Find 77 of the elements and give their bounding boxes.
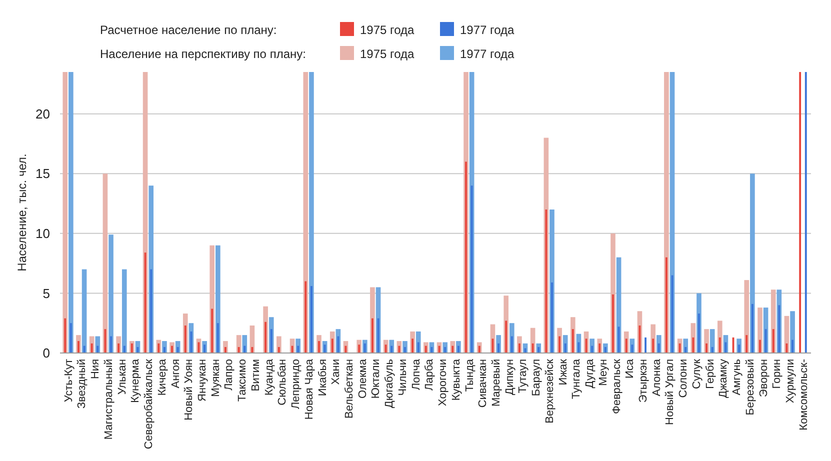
x-tick-label: Таксимо <box>236 359 249 402</box>
x-tick-label: Лопча <box>410 358 422 390</box>
x-tick-label: Джамку <box>718 358 730 398</box>
y-tick-label: 10 <box>36 226 50 241</box>
x-tick-label: Ларба <box>424 358 436 391</box>
x-tick-label: Амгунь <box>731 358 744 396</box>
x-tick-label: Дипкун <box>504 359 516 396</box>
x-tick-label: Этыркэн <box>637 359 650 403</box>
x-tick-label: Звездный <box>76 359 88 409</box>
bar <box>303 72 308 353</box>
y-tick-label: 15 <box>36 166 50 182</box>
x-tick-label: Новая Чара <box>303 358 316 420</box>
text: Население на перспективу по плану: <box>100 47 306 62</box>
x-tick-label: Ния <box>90 358 102 380</box>
bar <box>62 72 68 353</box>
x-tick-label: Икабья <box>316 358 329 396</box>
x-tick-label: Хурмули <box>784 359 796 404</box>
x-tick-label: Алонка <box>650 358 663 396</box>
x-tick-label: Бараул <box>530 359 543 396</box>
x-tick-label: Комсомольск- <box>798 358 810 430</box>
x-tick-label: Юктали <box>370 359 382 399</box>
legend-label: 1977 года <box>460 47 515 62</box>
x-tick-label: Новый Ургал <box>664 359 676 425</box>
x-tick-label: Сивачкан <box>477 359 490 408</box>
x-tick-label: Маревый <box>490 359 502 407</box>
x-tick-label: Хорогочи <box>437 359 450 406</box>
x-tick-label: Кувыкта <box>450 358 462 401</box>
x-tick-label: Лапро <box>223 359 236 391</box>
x-tick-label: Вельбеткан <box>343 359 356 418</box>
x-tick-label: Хани <box>330 359 342 385</box>
legend-label: 1975 года <box>360 23 415 38</box>
x-tick-label: Меун <box>597 359 610 386</box>
x-tick-label: Витим <box>250 359 262 392</box>
y-axis-title: Население, тыс. чел. <box>15 154 30 272</box>
text: Расчетное население по плану: <box>100 23 277 38</box>
x-tick-label: Новый Уоян <box>183 359 196 420</box>
y-tick-label: 5 <box>42 286 50 301</box>
x-tick-label: Кунерма <box>130 358 142 403</box>
legend-label: 1975 года <box>360 47 415 62</box>
x-tick-label: Чильчи <box>396 359 409 396</box>
y-tick-label: 0 <box>42 346 50 361</box>
x-tick-label: Тутаул <box>517 359 530 394</box>
legend-label: 1977 года <box>460 23 515 38</box>
x-tick-label: Февральск <box>610 358 623 414</box>
x-tick-label: Березовый <box>744 359 756 416</box>
bar <box>82 269 87 353</box>
x-tick-label: Сюльбан <box>276 359 289 406</box>
x-tick-label: Северобайкальск <box>143 358 156 450</box>
x-tick-label: Усть-Кут <box>62 359 75 402</box>
x-tick-label: Кичера <box>156 358 168 396</box>
bar <box>102 174 108 353</box>
y-tick-label: 20 <box>36 106 50 122</box>
x-tick-label: Горин <box>771 359 784 389</box>
x-tick-label: Муякан <box>210 359 222 397</box>
x-tick-label: Герби <box>704 359 716 389</box>
x-tick-label: Иса <box>624 358 636 379</box>
x-tick-label: Ижак <box>557 358 570 386</box>
x-tick-label: Тында <box>464 358 476 392</box>
x-tick-label: Солони <box>678 359 690 398</box>
x-tick-label: Улькан <box>116 359 128 395</box>
x-tick-label: Куанда <box>263 358 276 396</box>
x-tick-label: Янчукан <box>196 359 208 402</box>
x-tick-label: Эворон <box>758 359 770 398</box>
bar <box>710 329 715 353</box>
x-tick-label: Дугда <box>584 358 596 388</box>
bar <box>744 280 750 353</box>
x-tick-label: Тунгала <box>570 358 583 400</box>
x-tick-label: Ангоя <box>170 358 182 388</box>
x-tick-label: Олекма <box>356 358 369 398</box>
x-tick-label: Магистральный <box>102 359 115 440</box>
bar <box>108 234 114 353</box>
bar <box>68 72 74 353</box>
bar <box>122 269 127 353</box>
x-tick-label: Верхнезейск <box>544 358 556 424</box>
x-tick-label: Леприндо <box>290 359 302 410</box>
x-tick-label: Дюгабуль <box>384 358 396 408</box>
x-tick-label: Сулук <box>690 358 703 389</box>
